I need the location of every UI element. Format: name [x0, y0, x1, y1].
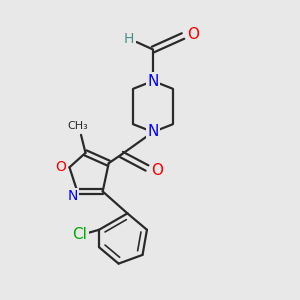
Text: N: N — [147, 124, 159, 140]
Text: Cl: Cl — [72, 227, 87, 242]
Text: N: N — [68, 189, 78, 203]
Text: H: H — [124, 32, 134, 46]
Text: N: N — [147, 74, 159, 88]
Text: O: O — [188, 27, 200, 42]
Text: CH₃: CH₃ — [68, 121, 88, 131]
Text: O: O — [55, 160, 66, 174]
Text: O: O — [152, 164, 164, 178]
